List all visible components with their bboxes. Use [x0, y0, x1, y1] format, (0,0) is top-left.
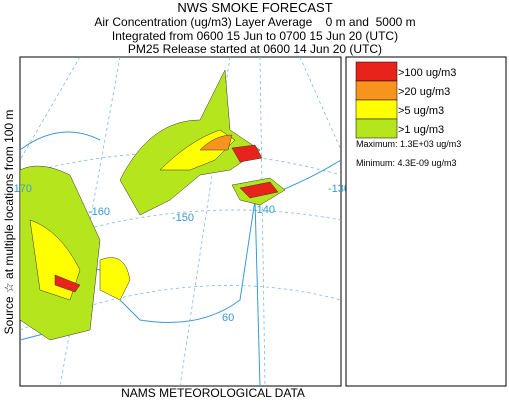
smoke-area	[54, 274, 81, 293]
map-label: -150	[172, 212, 194, 224]
map-label: -130	[328, 183, 350, 195]
smoke-area	[239, 181, 279, 199]
subtitle: PM25 Release started at 0600 14 Jun 20 (…	[128, 42, 382, 56]
smoke-area	[231, 144, 263, 163]
smoke-area	[119, 69, 261, 216]
legend-swatch	[355, 99, 398, 120]
footer: NAMS METEOROLOGICAL DATA	[121, 386, 305, 400]
legend-minimum: Minimum: 4.3E-09 ug/m3	[356, 158, 457, 168]
legend: >100 ug/m3 >20 ug/m3 >5 ug/m3 >1 ug/m3 Maxi…	[345, 56, 507, 387]
title: NWS SMOKE FORECAST	[177, 0, 332, 15]
legend-label: >5 ug/m3	[398, 105, 444, 117]
legend-swatch	[355, 80, 398, 101]
legend-label: >1 ug/m3	[398, 124, 444, 136]
legend-swatch	[355, 61, 398, 82]
legend-label: >20 ug/m3	[398, 86, 450, 98]
subtitle: Air Concentration (ug/m3) Layer Average …	[94, 15, 415, 29]
map-label: 60	[222, 312, 234, 324]
legend-label: >100 ug/m3	[398, 67, 456, 79]
subtitle: Integrated from 0600 15 Jun to 0700 15 J…	[112, 29, 398, 43]
map: -170 -160 -150 -140 -130 60	[10, 56, 350, 387]
legend-maximum: Maximum: 1.3E+03 ug/m3	[356, 139, 461, 149]
smoke-area	[199, 134, 233, 151]
smoke-area	[99, 257, 131, 301]
map-label: -170	[10, 183, 32, 195]
map-label: -140	[253, 204, 275, 216]
legend-swatch	[355, 118, 398, 139]
map-label: -160	[88, 206, 110, 218]
side-label: Source ☆ at multiple locations from 100 …	[2, 110, 16, 335]
